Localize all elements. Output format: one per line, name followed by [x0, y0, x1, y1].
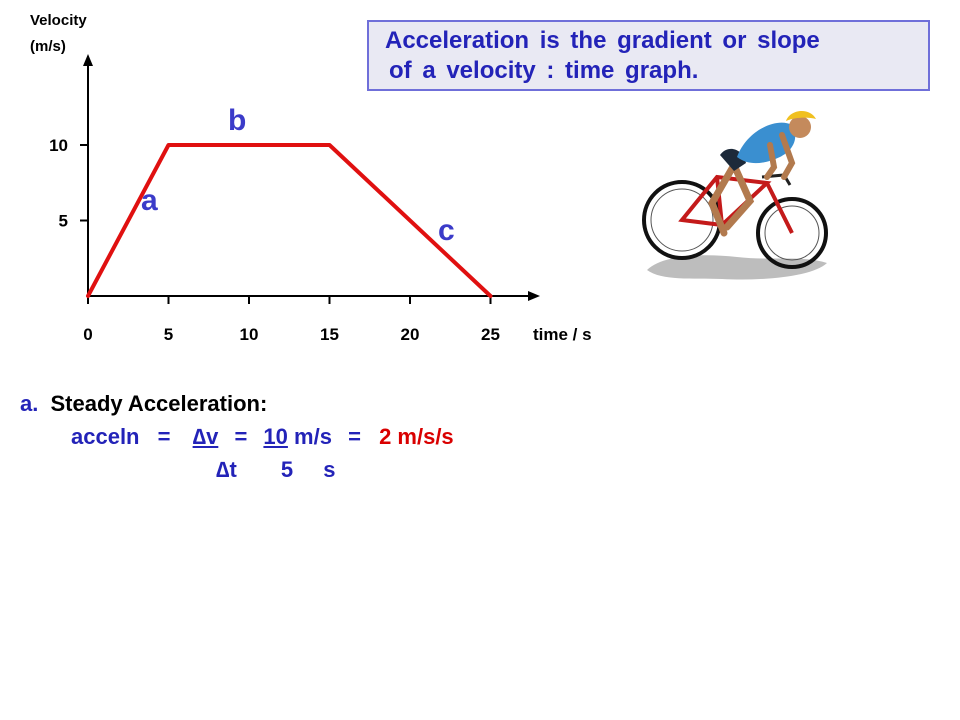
callout-line-1: Acceleration is the gradient or slope [385, 27, 820, 54]
y-tick-label: 10 [49, 136, 68, 155]
working-delta-v: ∆v [192, 424, 219, 449]
rider-arms [764, 132, 796, 180]
chart-ticks: 0 5 10 15 20 25 time / s 5 10 [49, 136, 592, 344]
working-formula-line: acceln = ∆v = 10 m/s = 2 m/s/s [71, 421, 454, 453]
x-tick-label: 0 [83, 325, 92, 344]
x-axis-label: time / s [533, 325, 592, 344]
x-axis-arrow [528, 291, 540, 301]
segment-label-a: a [141, 184, 158, 217]
x-tick-label: 25 [481, 325, 500, 344]
working-delta-t: ∆t [216, 457, 237, 482]
y-tick-label: 5 [59, 212, 68, 231]
y-axis-label: Velocity (m/s) [30, 12, 87, 55]
x-tick-label: 10 [240, 325, 259, 344]
rear-wheel-spokes [650, 188, 714, 252]
working-equals-3: = [348, 424, 361, 449]
working-heading: a. Steady Acceleration: [20, 388, 267, 420]
working-lhs: acceln [71, 424, 140, 449]
working-denominator-value: 5 [280, 457, 294, 482]
front-wheel-spokes [764, 205, 820, 261]
working-heading-text: Steady Acceleration: [50, 391, 268, 416]
callout-line-2: of a velocity : time graph. [389, 57, 699, 84]
chart-axes [83, 54, 540, 301]
velocity-line [86, 143, 493, 298]
x-tick-label: 20 [401, 325, 420, 344]
working-numerator-unit: m/s [294, 424, 332, 449]
cyclist-illustration [642, 110, 828, 280]
chart-plot [86, 143, 493, 298]
rider-helmet [786, 110, 816, 121]
segment-label-c: c [438, 214, 455, 247]
x-tick-label: 5 [164, 325, 173, 344]
working-heading-prefix: a. [20, 391, 39, 416]
y-axis-arrow [83, 54, 93, 66]
definition-callout: Acceleration is the gradient or slope of… [367, 20, 930, 91]
working-equals-2: = [234, 424, 248, 449]
working-result: 2 m/s/s [379, 424, 454, 449]
working-numerator-value: 10 [263, 424, 288, 449]
working-equals-1: = [157, 424, 171, 449]
working-denominator-line: ∆t 5 s [216, 454, 336, 486]
x-tick-label: 15 [320, 325, 339, 344]
cyclist-shadow [647, 255, 827, 280]
front-wheel [756, 197, 828, 269]
velocity-time-chart: 0 5 10 15 20 25 time / s 5 10 [49, 54, 592, 344]
rider-head [789, 116, 811, 138]
segment-label-b: b [228, 104, 247, 137]
rider-legs [708, 161, 755, 237]
working-denominator-unit: s [323, 457, 336, 482]
